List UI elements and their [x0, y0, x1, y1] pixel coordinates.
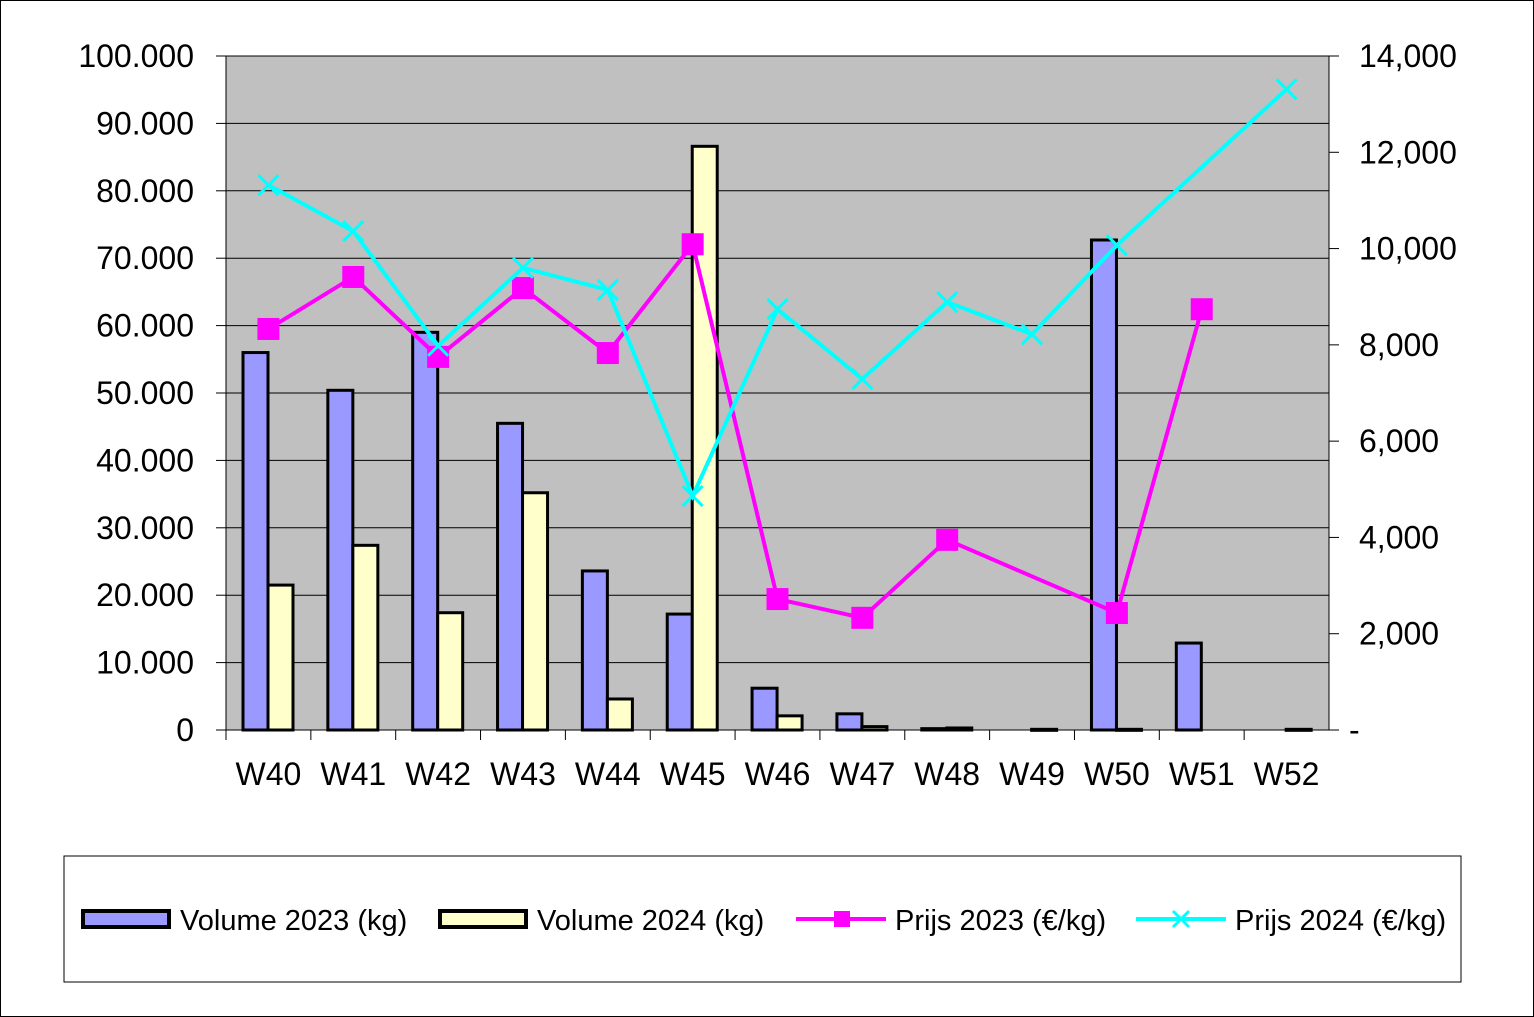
left-tick-label: 50.000 — [96, 375, 194, 411]
x-tick-label: W47 — [829, 756, 895, 792]
bar-volume-2023-kg- — [835, 712, 864, 732]
bar-volume-2024-kg- — [1284, 727, 1313, 732]
x-tick-label: W51 — [1169, 756, 1235, 792]
line-prijs-2024-kg- — [267, 87, 1288, 502]
legend-marker-square — [834, 911, 850, 927]
legend-box — [63, 855, 1462, 983]
left-tick-label: 60.000 — [96, 308, 194, 344]
bar-volume-2024-kg- — [775, 714, 804, 732]
marker-square — [427, 345, 450, 368]
marker-x — [596, 278, 619, 302]
right-tick-label: - — [1349, 712, 1360, 748]
right-tick-label: 6,000 — [1359, 423, 1439, 459]
x-tick-label: W44 — [575, 756, 641, 792]
bar-volume-2023-kg- — [496, 421, 525, 732]
x-tick-label: W50 — [1084, 756, 1150, 792]
bar-volume-2023-kg- — [241, 351, 270, 732]
bar-volume-2023-kg- — [411, 330, 440, 732]
marker-square — [851, 606, 874, 629]
bar-volume-2023-kg- — [920, 727, 949, 732]
bar-volume-2023-kg- — [326, 388, 355, 732]
legend: Volume 2023 (kg) Volume 2024 (kg) Prijs 20… — [63, 855, 1462, 983]
x-tick-label: W52 — [1254, 756, 1320, 792]
bar-volume-2024-kg- — [605, 697, 634, 732]
legend-label: Prijs 2024 (€/kg) — [1235, 905, 1446, 937]
marker-x — [766, 298, 789, 321]
x-tick-label: W46 — [745, 756, 811, 792]
bar-volume-2024-kg- — [521, 491, 550, 732]
legend-label: Prijs 2023 (€/kg) — [895, 905, 1106, 937]
marker-square — [936, 528, 959, 551]
left-tick-label: 100.000 — [78, 38, 194, 74]
bar-volume-2023-kg- — [1174, 641, 1203, 732]
left-tick-label: 30.000 — [96, 510, 194, 546]
right-tick-label: 8,000 — [1359, 327, 1439, 363]
x-tick-label: W42 — [405, 756, 471, 792]
marker-x — [257, 173, 280, 197]
bar-volume-2024-kg- — [436, 611, 465, 732]
bar-volume-2023-kg- — [750, 686, 779, 732]
bar-volume-2024-kg- — [945, 726, 974, 732]
marker-square — [766, 588, 789, 611]
bar-volume-2024-kg- — [1030, 727, 1059, 732]
legend-marker-x — [1171, 909, 1191, 929]
right-tick-label: 12,000 — [1359, 134, 1457, 170]
marker-square — [511, 277, 534, 300]
bar-volume-2023-kg- — [580, 569, 609, 732]
legend-swatch — [81, 909, 171, 929]
marker-x — [851, 367, 874, 391]
left-tick-label: 80.000 — [96, 173, 194, 209]
marker-square — [681, 233, 704, 256]
x-tick-label: W40 — [236, 756, 302, 792]
right-tick-label: 2,000 — [1359, 616, 1439, 652]
left-tick-label: 0 — [176, 712, 194, 748]
x-tick-label: W43 — [490, 756, 556, 792]
left-tick-label: 20.000 — [96, 577, 194, 613]
marker-x — [1275, 78, 1298, 101]
marker-x — [427, 334, 450, 357]
x-tick-label: W45 — [660, 756, 726, 792]
marker-x — [681, 484, 704, 508]
marker-x — [1105, 234, 1128, 257]
marker-x — [511, 256, 535, 279]
marker-x — [1020, 323, 1044, 346]
bar-volume-2024-kg- — [860, 725, 889, 732]
bar-volume-2024-kg- — [266, 583, 295, 732]
legend-swatch — [438, 909, 528, 929]
marker-square — [1190, 298, 1213, 321]
x-tick-label: W41 — [320, 756, 386, 792]
right-tick-label: 4,000 — [1359, 519, 1439, 555]
marker-x — [342, 220, 365, 243]
right-tick-label: 10,000 — [1359, 231, 1457, 267]
x-tick-label: W48 — [914, 756, 980, 792]
bar-volume-2023-kg- — [1089, 238, 1118, 732]
marker-x — [936, 290, 959, 314]
legend-label: Volume 2024 (kg) — [537, 905, 764, 937]
marker-square — [342, 265, 365, 288]
marker-square — [257, 317, 280, 340]
legend-label: Volume 2023 (kg) — [180, 905, 407, 937]
left-tick-label: 70.000 — [96, 240, 194, 276]
bar-volume-2024-kg- — [351, 543, 380, 732]
left-tick-label: 90.000 — [96, 105, 194, 141]
marker-square — [596, 342, 619, 365]
right-tick-label: 14,000 — [1359, 38, 1457, 74]
left-tick-label: 40.000 — [96, 442, 194, 478]
marker-square — [1105, 602, 1128, 625]
bar-volume-2024-kg- — [1114, 727, 1143, 732]
left-tick-label: 10.000 — [96, 645, 194, 681]
bar-volume-2023-kg- — [665, 612, 694, 732]
x-tick-label: W49 — [999, 756, 1065, 792]
